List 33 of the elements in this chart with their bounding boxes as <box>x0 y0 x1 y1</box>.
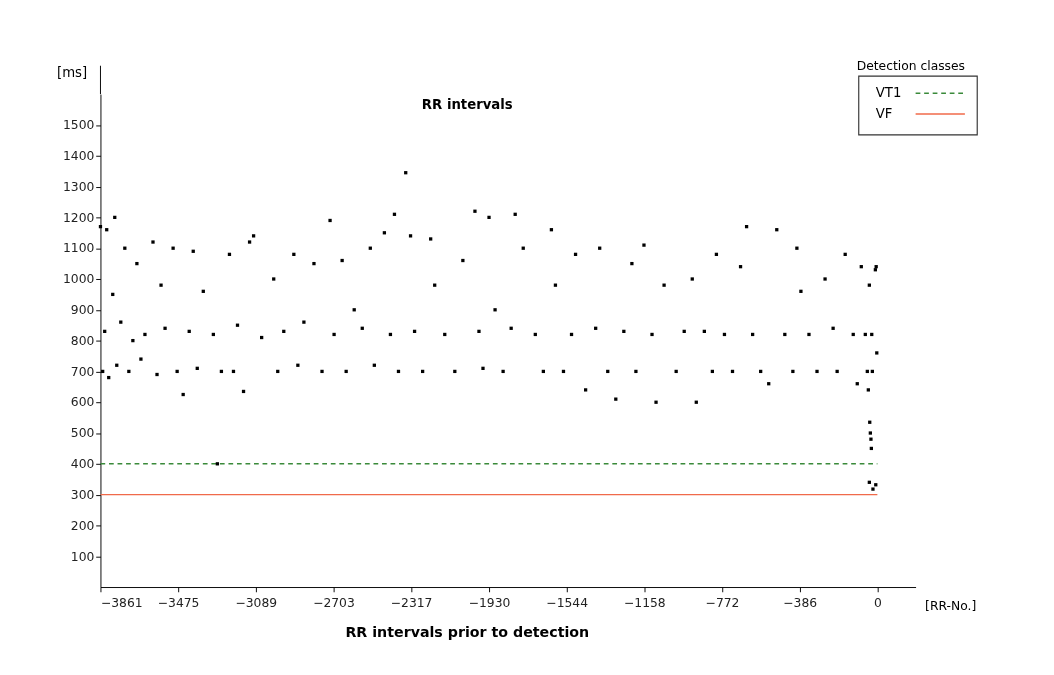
y-tick-label: 1000 <box>62 272 95 287</box>
x-tick-label: −3475 <box>157 596 200 611</box>
text: [RR-No.] <box>925 598 977 613</box>
x-tick-label: −2703 <box>313 596 355 611</box>
x-axis-title: RR intervals prior to detection <box>345 624 590 641</box>
x-tick-label: 0 <box>873 596 882 611</box>
y-tick-label: 800 <box>70 333 95 348</box>
y-tick-label: 1100 <box>62 241 95 256</box>
x-tick-label: −386 <box>783 596 818 611</box>
y-tick-label: 100 <box>70 549 95 564</box>
y-tick-label: 500 <box>70 426 95 441</box>
y-tick-label: 900 <box>70 303 95 318</box>
y-tick-label: 1200 <box>62 210 95 225</box>
x-tick-label: −3861 <box>100 596 143 611</box>
x-tick-label: −1544 <box>546 596 589 611</box>
legend-title: Detection classes <box>856 58 966 73</box>
y-tick-label: 1500 <box>62 118 95 133</box>
y-axis-title: [ms] <box>56 65 88 81</box>
chart-title: RR intervals <box>421 97 513 113</box>
y-tick-label: 300 <box>70 487 95 502</box>
x-tick-label: −1158 <box>624 596 666 611</box>
x-tick-label: −2317 <box>390 596 433 611</box>
y-tick-label: 1400 <box>62 149 95 164</box>
legend-label: VT1 <box>875 85 902 101</box>
legend-label: VF <box>875 105 893 121</box>
y-tick-label: 200 <box>70 518 95 533</box>
x-tick-label: −772 <box>705 596 740 611</box>
y-tick-label: 400 <box>70 457 95 472</box>
y-tick-label: 1300 <box>62 179 95 194</box>
y-tick-label: 700 <box>70 364 95 379</box>
x-tick-label: −1930 <box>468 596 511 611</box>
y-tick-label: 600 <box>70 395 95 410</box>
x-tick-label: −3089 <box>235 596 278 611</box>
